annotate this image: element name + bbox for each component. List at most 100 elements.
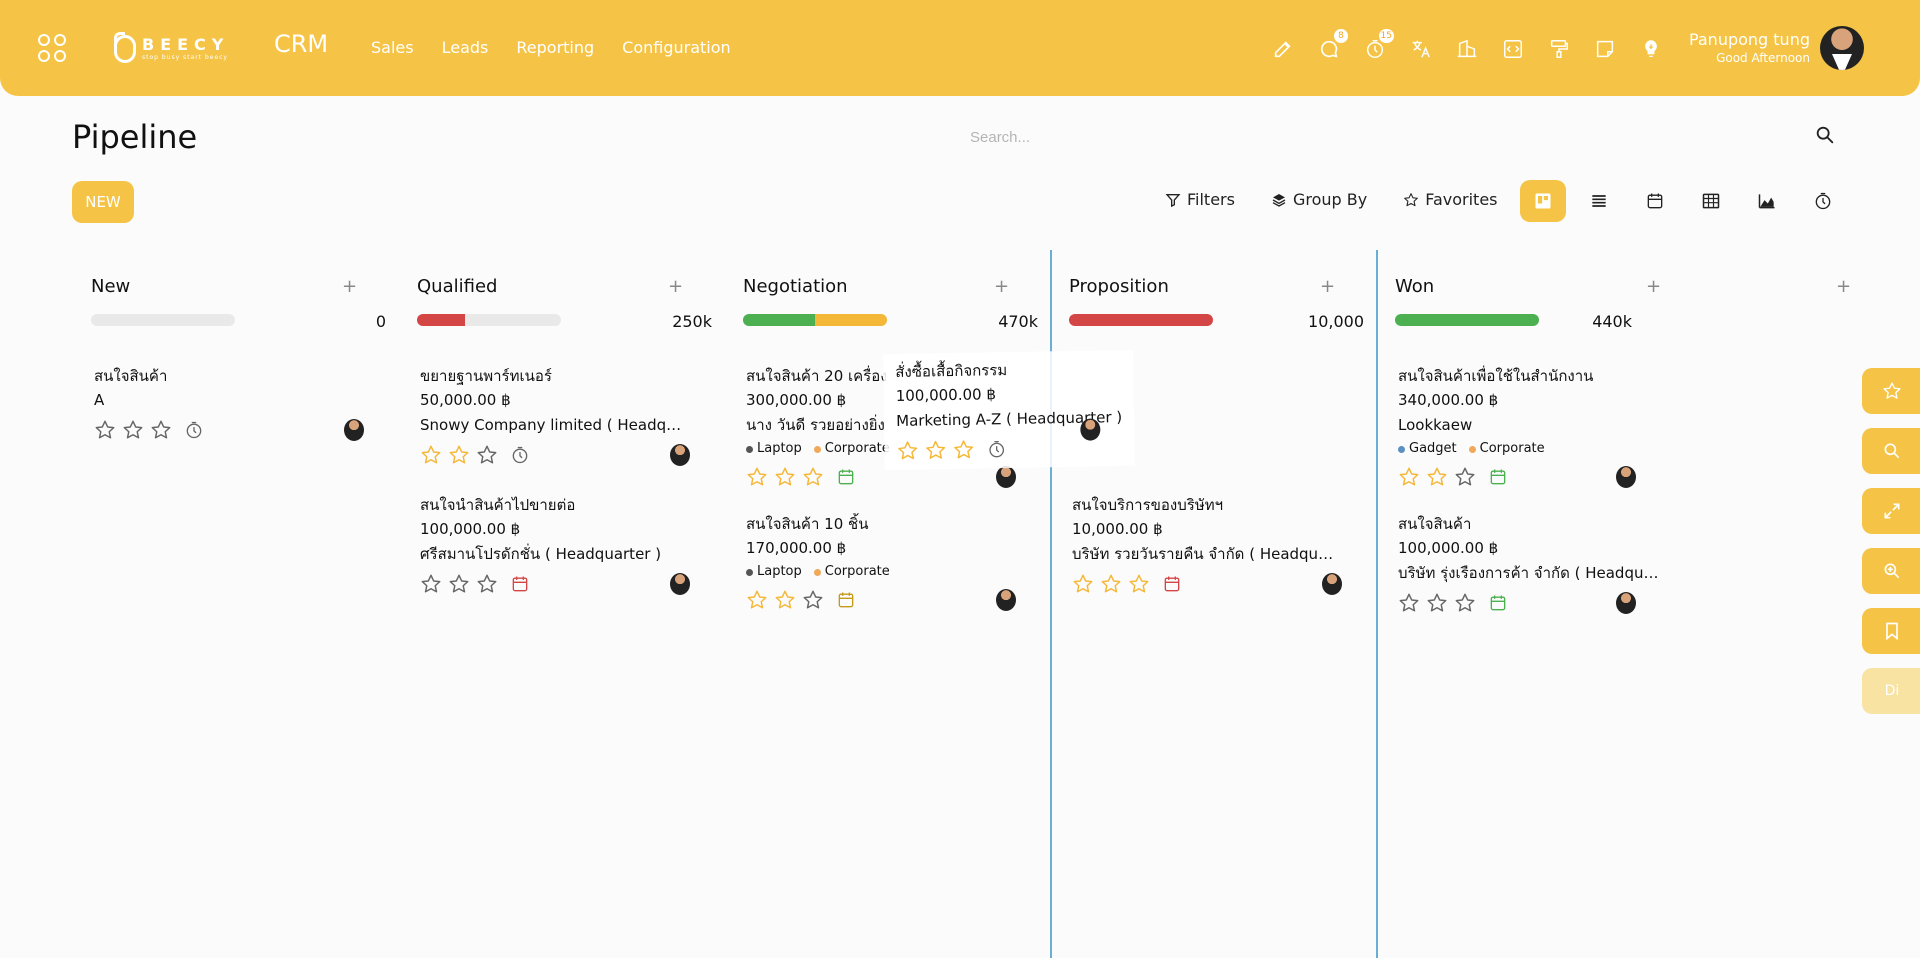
kanban-card[interactable]: สนใจสินค้า 10 ชิ้น 170,000.00 ฿ Laptop C…	[734, 502, 1034, 623]
priority-star-icon[interactable]	[774, 589, 796, 611]
overdue-calendar-icon[interactable]	[504, 574, 530, 594]
user-avatar[interactable]	[1820, 26, 1864, 70]
menu-reporting[interactable]: Reporting	[516, 38, 595, 57]
translate-icon[interactable]	[1408, 36, 1434, 62]
activity-view-button[interactable]	[1800, 180, 1846, 222]
priority-star-icon[interactable]	[952, 439, 974, 461]
priority-star-icon[interactable]	[802, 589, 824, 611]
column-title[interactable]: Won	[1395, 276, 1435, 297]
priority-star-icon[interactable]	[1398, 466, 1420, 488]
priority-star-icon[interactable]	[1398, 592, 1420, 614]
priority-star-icon[interactable]	[1100, 573, 1122, 595]
priority-star-icon[interactable]	[1426, 466, 1448, 488]
company-icon[interactable]	[1454, 36, 1480, 62]
messages-icon[interactable]: 8	[1316, 29, 1348, 62]
priority-star-icon[interactable]	[150, 419, 172, 441]
kanban-card[interactable]: สนใจสินค้า 100,000.00 ฿ บริษัท รุ่งเรือง…	[1386, 502, 1686, 626]
assignee-avatar[interactable]	[1616, 592, 1636, 614]
lightbulb-icon[interactable]	[1638, 36, 1664, 62]
column-title[interactable]: Proposition	[1069, 276, 1169, 297]
side-favorite-button[interactable]	[1862, 368, 1920, 414]
add-column-button[interactable]: +	[1836, 276, 1852, 297]
priority-star-icon[interactable]	[94, 419, 116, 441]
column-progress-bar[interactable]	[1069, 314, 1213, 326]
list-view-button[interactable]	[1576, 180, 1622, 222]
assignee-avatar[interactable]	[1322, 573, 1342, 595]
due-today-calendar-icon[interactable]	[830, 590, 856, 610]
dragged-kanban-card[interactable]: สั่งซื้อเสื้อกิจกรรม 100,000.00 ฿ Market…	[883, 349, 1135, 471]
note-icon[interactable]	[1592, 36, 1618, 62]
search-input[interactable]	[970, 122, 1790, 152]
pivot-view-button[interactable]	[1688, 180, 1734, 222]
column-progress-bar[interactable]	[417, 314, 561, 326]
side-zoom-button[interactable]	[1862, 548, 1920, 594]
priority-star-icon[interactable]	[925, 439, 947, 461]
planned-calendar-icon[interactable]	[1482, 467, 1508, 487]
kanban-card[interactable]: สนใจนำสินค้าไปขายต่อ 100,000.00 ฿ ศรีสมา…	[408, 483, 708, 607]
assignee-avatar[interactable]	[1616, 466, 1636, 488]
column-title[interactable]: Qualified	[417, 276, 498, 297]
priority-star-icon[interactable]	[420, 573, 442, 595]
priority-star-icon[interactable]	[1072, 573, 1094, 595]
kanban-card[interactable]: สนใจสินค้า 20 เครื่อง 300,000.00 ฿ นาง ว…	[734, 354, 1034, 500]
side-search-button[interactable]	[1862, 428, 1920, 474]
priority-star-icon[interactable]	[746, 589, 768, 611]
priority-star-icon[interactable]	[1454, 466, 1476, 488]
groupby-button[interactable]: Group By	[1271, 190, 1367, 209]
planned-calendar-icon[interactable]	[830, 467, 856, 487]
priority-star-icon[interactable]	[476, 444, 498, 466]
assignee-avatar[interactable]	[344, 419, 364, 441]
priority-star-icon[interactable]	[476, 573, 498, 595]
priority-star-icon[interactable]	[420, 444, 442, 466]
priority-star-icon[interactable]	[122, 419, 144, 441]
priority-star-icon[interactable]	[1128, 573, 1150, 595]
activity-clock-icon[interactable]	[504, 445, 530, 465]
priority-star-icon[interactable]	[774, 466, 796, 488]
filters-button[interactable]: Filters	[1165, 190, 1235, 209]
quick-create-button[interactable]: +	[994, 276, 1010, 297]
new-button[interactable]: NEW	[72, 181, 134, 223]
app-name[interactable]: CRM	[274, 30, 329, 58]
kanban-card[interactable]: สนใจสินค้า A	[82, 354, 382, 453]
assignee-avatar[interactable]	[996, 589, 1016, 611]
side-expand-button[interactable]	[1862, 488, 1920, 534]
kanban-card[interactable]: สนใจสินค้าเพื่อใช้ในสำนักงาน 340,000.00 …	[1386, 354, 1686, 500]
favorites-button[interactable]: Favorites	[1403, 190, 1498, 209]
priority-star-icon[interactable]	[897, 440, 919, 462]
activity-clock-icon[interactable]	[178, 420, 204, 440]
assignee-avatar[interactable]	[670, 573, 690, 595]
code-icon[interactable]	[1500, 36, 1526, 62]
quick-create-button[interactable]: +	[1320, 276, 1336, 297]
overdue-calendar-icon[interactable]	[1156, 574, 1182, 594]
column-title[interactable]: New	[91, 276, 131, 297]
column-progress-bar[interactable]	[91, 314, 235, 326]
kanban-card[interactable]: สนใจบริการของบริษัทฯ 10,000.00 ฿ บริษัท …	[1060, 483, 1360, 607]
search-icon[interactable]	[1814, 124, 1840, 150]
quick-create-button[interactable]: +	[668, 276, 684, 297]
user-menu[interactable]: Panupong tung Good Afternoon	[1689, 30, 1810, 66]
priority-star-icon[interactable]	[1426, 592, 1448, 614]
column-progress-bar[interactable]	[1395, 314, 1539, 326]
activity-clock-icon[interactable]	[981, 439, 1007, 459]
assignee-avatar[interactable]	[670, 444, 690, 466]
edit-icon[interactable]	[1270, 36, 1296, 62]
column-progress-bar[interactable]	[743, 314, 887, 326]
side-di-button[interactable]: Di	[1862, 668, 1920, 714]
priority-star-icon[interactable]	[802, 466, 824, 488]
column-title[interactable]: Negotiation	[743, 276, 848, 297]
quick-create-button[interactable]: +	[342, 276, 358, 297]
apps-menu-icon[interactable]	[38, 34, 68, 64]
priority-star-icon[interactable]	[448, 573, 470, 595]
assignee-avatar[interactable]	[996, 466, 1016, 488]
planned-calendar-icon[interactable]	[1482, 593, 1508, 613]
priority-star-icon[interactable]	[448, 444, 470, 466]
menu-sales[interactable]: Sales	[371, 38, 414, 57]
graph-view-button[interactable]	[1744, 180, 1790, 222]
menu-leads[interactable]: Leads	[441, 38, 489, 57]
kanban-card[interactable]: ขยายฐานพาร์ทเนอร์ 50,000.00 ฿ Snowy Comp…	[408, 354, 708, 478]
activities-clock-icon[interactable]: 15	[1362, 29, 1394, 62]
beecy-logo[interactable]: BEECY stop busy start beecy	[114, 32, 229, 66]
kanban-view-button[interactable]	[1520, 180, 1566, 222]
menu-configuration[interactable]: Configuration	[622, 38, 731, 57]
paint-roller-icon[interactable]	[1546, 36, 1572, 62]
